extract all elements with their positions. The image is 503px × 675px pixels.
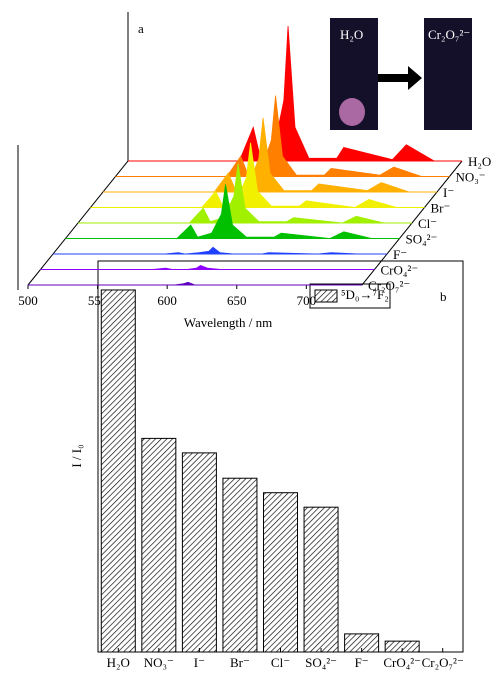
spectrum [65, 184, 372, 239]
series-label: H₂O [468, 154, 491, 169]
x-tick-label: NO₃⁻ [144, 655, 174, 670]
legend-swatch [314, 289, 338, 303]
series-label: F⁻ [393, 247, 407, 262]
x-tick-label: Br⁻ [230, 655, 250, 670]
panel-label: b [440, 289, 447, 304]
spectrum [28, 281, 335, 286]
spectrum [128, 25, 436, 162]
series-label: NO₃⁻ [456, 169, 486, 184]
series-label: Cl⁻ [418, 216, 437, 231]
x-tick-label: Cr₂O₇²⁻ [422, 655, 464, 670]
spectrum [40, 265, 347, 270]
bar [222, 477, 258, 653]
bar [100, 289, 136, 653]
bar [141, 437, 177, 653]
x-tick-label: SO₄²⁻ [305, 655, 337, 670]
y-axis-title: I / I₀ [69, 444, 84, 467]
arrow [378, 66, 422, 90]
inset-label: H₂O [340, 27, 363, 42]
x-axis-title: Wavelength / nm [184, 315, 273, 330]
bar [181, 452, 217, 653]
series-label: Br⁻ [431, 200, 451, 215]
spectrum [78, 163, 385, 224]
inset-glow [339, 98, 365, 126]
x-tick-label: 650 [227, 293, 247, 308]
x-tick-label: I⁻ [194, 655, 205, 670]
x-tick-label: H₂O [107, 655, 130, 670]
panel-label: a [138, 21, 144, 36]
x-tick-label: 600 [157, 293, 177, 308]
bar [263, 492, 298, 653]
x-tick-label: 700 [297, 293, 317, 308]
spectrum [90, 142, 397, 208]
spectrum [103, 117, 410, 193]
bar [303, 506, 339, 653]
series-label: Cr₂O₇²⁻ [368, 278, 410, 293]
legend-label: ⁵D₀→⁷F₂ [341, 287, 389, 302]
x-tick-label: 500 [18, 293, 38, 308]
series-label: I⁻ [443, 185, 454, 200]
x-tick-label: F⁻ [355, 655, 369, 670]
series-label: SO₄²⁻ [406, 231, 438, 246]
inset-label: Cr₂O₇²⁻ [428, 27, 470, 42]
spectrum [53, 246, 360, 255]
x-tick-label: CrO₄²⁻ [383, 655, 421, 670]
inset-photo [424, 18, 472, 130]
x-tick-label: Cl⁻ [271, 655, 290, 670]
series-label: CrO₄²⁻ [381, 262, 419, 277]
